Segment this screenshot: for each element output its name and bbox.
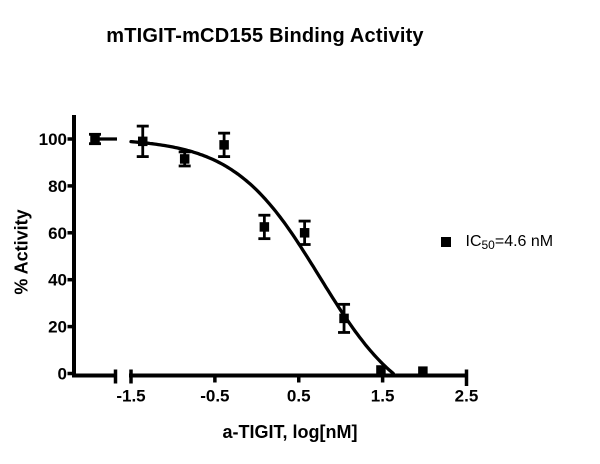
y-tick-label: 40 xyxy=(48,271,67,290)
chart-title: mTIGIT-mCD155 Binding Activity xyxy=(106,25,424,47)
data-point-marker xyxy=(339,313,349,324)
data-point-marker xyxy=(418,366,428,376)
x-tick-label: 2.5 xyxy=(455,387,479,406)
x-axis-title: a-TIGIT, log[nM] xyxy=(222,422,358,442)
data-point-marker xyxy=(219,140,229,150)
legend-label-suffix: =4.6 nM xyxy=(494,233,554,250)
y-tick-label: 80 xyxy=(48,177,67,196)
x-tick-label: 0.5 xyxy=(287,387,311,406)
y-tick-label: 100 xyxy=(39,130,67,149)
legend: IC50=4.6 nM xyxy=(441,232,553,252)
legend-label-subscript: 50 xyxy=(481,238,495,252)
y-tick-label: 60 xyxy=(48,224,67,243)
x-tick-label: 1.5 xyxy=(371,387,395,406)
data-point-marker xyxy=(376,365,386,375)
x-tick-label: -0.5 xyxy=(200,387,229,406)
legend-label: IC50=4.6 nM xyxy=(466,233,554,251)
fit-curve xyxy=(129,139,395,376)
data-point-marker xyxy=(259,222,270,232)
y-tick-label: 20 xyxy=(48,318,67,337)
legend-label-prefix: IC xyxy=(465,233,482,250)
legend-square-marker-icon xyxy=(441,237,451,247)
y-tick-label: 0 xyxy=(58,365,67,384)
data-point-marker xyxy=(137,136,148,147)
control-point-marker xyxy=(90,134,100,144)
data-point-marker xyxy=(179,154,190,164)
x-tick-label: -1.5 xyxy=(116,387,145,406)
data-point-marker xyxy=(299,228,310,238)
